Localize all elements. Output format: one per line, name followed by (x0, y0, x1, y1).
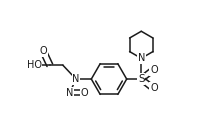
Text: N: N (138, 53, 145, 63)
Text: O: O (40, 46, 48, 56)
Text: O: O (80, 88, 88, 98)
Text: N: N (66, 88, 73, 98)
Text: HO: HO (27, 60, 41, 70)
Text: O: O (150, 65, 158, 75)
Text: O: O (150, 83, 158, 93)
Text: N: N (138, 53, 145, 63)
Text: N: N (72, 74, 80, 84)
Text: S: S (138, 74, 145, 84)
